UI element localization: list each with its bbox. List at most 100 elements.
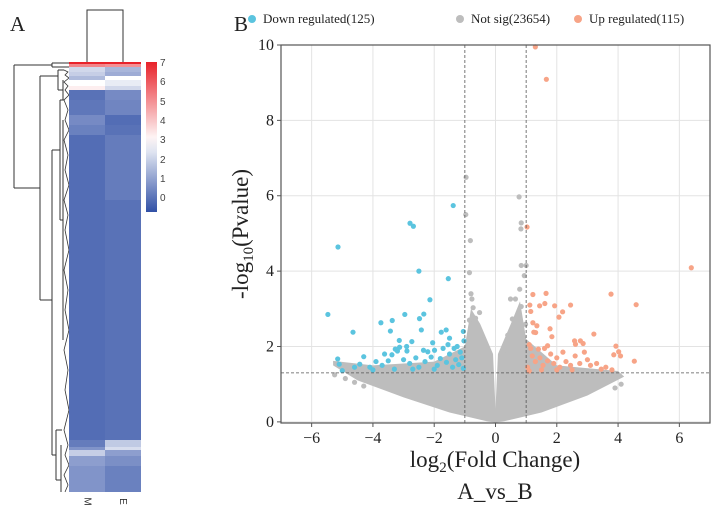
heatmap-cell-e (105, 72, 141, 76)
point-down-regulated (339, 368, 345, 374)
point-not-sig (518, 262, 524, 269)
row-dendrogram (13, 62, 69, 492)
heatmap-cell-e (105, 456, 141, 466)
point-down-regulated (394, 348, 401, 354)
point-down-regulated (428, 354, 434, 360)
y-tick-label: 6 (266, 188, 274, 205)
heatmap-cell-e (105, 100, 141, 115)
colorbar-tick-label: 4 (160, 115, 166, 127)
point-down-regulated (387, 328, 393, 334)
point-up-regulated (609, 367, 615, 373)
heatmap-cell-m (69, 450, 105, 456)
point-up-regulated (530, 291, 536, 298)
point-down-regulated (416, 364, 422, 370)
point-up-regulated (563, 358, 569, 365)
point-not-sig (505, 332, 511, 338)
point-up-regulated (530, 320, 536, 326)
legend-item-notsig: Not sig(23654) (456, 11, 550, 27)
point-down-regulated (389, 317, 395, 324)
colorbar-tick-label: 7 (160, 57, 166, 69)
y-tick-label: 0 (266, 414, 274, 431)
point-up-regulated (552, 303, 558, 309)
point-down-regulated (440, 345, 446, 351)
heatmap-cell-e (105, 447, 141, 450)
point-down-regulated (420, 347, 427, 353)
legend-dot-up (574, 15, 582, 23)
point-up-regulated (551, 360, 557, 367)
heatmap-cell-m (69, 440, 105, 447)
colorbar-tick-label: 1 (160, 174, 166, 186)
point-down-regulated (457, 349, 463, 355)
point-down-regulated (410, 223, 416, 229)
legend-label-notsig: Not sig(23654) (471, 11, 551, 26)
x-axis-subtitle: A_vs_B (457, 479, 532, 504)
heatmap-cell-e (105, 115, 141, 125)
point-up-regulated (544, 343, 551, 349)
y-tick-label: 10 (258, 37, 274, 54)
point-up-regulated (617, 353, 624, 359)
point-down-regulated (407, 220, 413, 226)
point-up-regulated (608, 291, 614, 297)
heatmap-row (69, 86, 141, 90)
point-down-regulated (325, 311, 331, 318)
point-not-sig (618, 381, 624, 387)
point-up-regulated (549, 334, 555, 340)
point-down-regulated (391, 366, 397, 372)
heatmap-cell-m (69, 125, 105, 135)
heatmap-row (69, 64, 141, 67)
point-up-regulated (598, 366, 604, 372)
legend-label-up: Up regulated(115) (589, 11, 685, 26)
point-down-regulated (443, 327, 449, 333)
point-up-regulated (533, 329, 539, 336)
heatmap-cell-m (69, 100, 105, 115)
point-down-regulated (373, 358, 379, 365)
point-up-regulated (560, 309, 566, 315)
point-down-regulated (350, 329, 356, 335)
point-down-regulated (461, 338, 467, 344)
point-down-regulated (396, 337, 402, 344)
point-not-sig (470, 305, 476, 311)
point-down-regulated (361, 354, 367, 360)
heatmap-cell-e (105, 440, 141, 447)
point-up-regulated (613, 343, 619, 349)
point-down-regulated (418, 327, 424, 333)
point-up-regulated (603, 364, 609, 370)
heatmap-row (69, 450, 141, 456)
point-down-regulated (407, 360, 413, 367)
point-not-sig (521, 273, 527, 279)
heatmap-row (69, 76, 141, 80)
heatmap-row (69, 90, 141, 100)
point-down-regulated (421, 311, 427, 317)
legend-item-down: Down regulated(125) (248, 11, 375, 27)
point-down-regulated (335, 244, 341, 250)
heatmap-cell-m (69, 115, 105, 125)
row-dendrogram-leaves (63, 69, 70, 493)
heatmap-row (69, 125, 141, 135)
heatmap-cell-m (69, 76, 105, 80)
point-not-sig (517, 286, 523, 292)
heatmap-cell-e (105, 86, 141, 90)
point-down-regulated (381, 351, 388, 357)
point-not-sig (522, 321, 529, 327)
legend-label-down: Down regulated(125) (263, 11, 375, 26)
point-up-regulated (556, 314, 562, 320)
point-up-regulated (554, 367, 560, 373)
heatmap-row (69, 80, 141, 86)
point-down-regulated (446, 335, 453, 341)
point-not-sig (468, 291, 474, 297)
point-up-regulated (542, 300, 548, 307)
point-down-regulated (385, 358, 391, 364)
point-up-regulated (528, 308, 534, 315)
point-up-regulated (537, 303, 543, 309)
heatmap-row (69, 72, 141, 76)
point-up-regulated (532, 358, 538, 365)
heatmap-row (69, 466, 141, 492)
point-down-regulated (443, 359, 450, 365)
point-up-regulated (567, 302, 574, 308)
point-up-regulated (688, 265, 694, 271)
point-up-regulated (580, 340, 586, 347)
point-down-regulated (389, 352, 395, 358)
point-up-regulated (631, 358, 637, 364)
heatmap-row (69, 62, 141, 64)
